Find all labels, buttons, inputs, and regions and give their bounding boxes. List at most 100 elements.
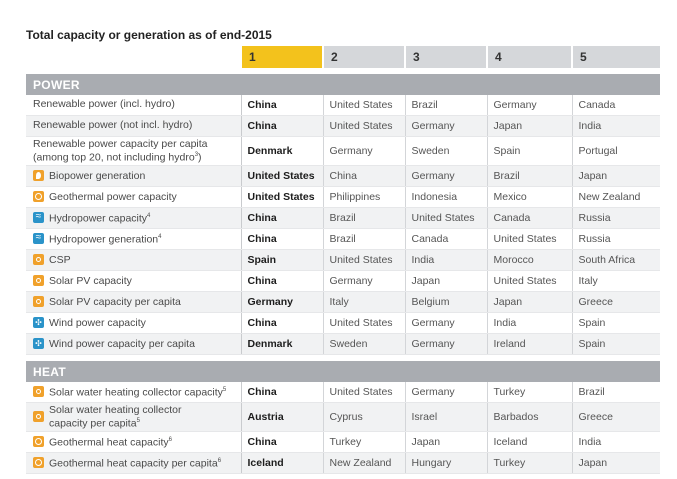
footnote-marker: 6 [168, 437, 172, 444]
section-header-power: POWER [26, 74, 660, 95]
row-label-cell: Renewable power capacity per capita (amon… [26, 136, 241, 166]
rank-1-country: United States [240, 186, 323, 208]
row-label-text-group: Renewable power (incl. hydro) [33, 99, 175, 110]
row-label-text-group: Renewable power (not incl. hydro) [33, 120, 192, 131]
row-label-cell: Renewable power (incl. hydro) [26, 95, 241, 116]
table-row: Solar PV capacity per capita Germany Italy… [26, 291, 660, 313]
rank-2-country: Germany [322, 270, 405, 292]
sun-icon [33, 385, 44, 397]
rank-1-country: Denmark [240, 136, 323, 166]
rank-1-country: Iceland [240, 452, 323, 474]
table-row: Geothermal heat capacity6 China Turkey Japa… [26, 431, 660, 453]
rank-4-country: Canada [486, 207, 572, 229]
rank-3-country: Japan [404, 270, 487, 292]
row-label: Biopower generation [49, 169, 146, 182]
rank-3-country: United States [404, 207, 487, 229]
row-label-cell: Solar water heating collector capacity5 [26, 382, 241, 403]
rank-1-country: China [240, 207, 323, 229]
row-label-text-group: Solar water heating collector capacity pe… [49, 403, 182, 430]
row-label-text-group: Geothermal heat capacity6 [49, 435, 172, 449]
rank-5-country: Japan [571, 452, 660, 474]
rank-header-5: 5 [571, 46, 660, 68]
rank-5-country: Brazil [571, 382, 660, 403]
rank-3-country: India [404, 249, 487, 271]
rank-5-country: Italy [571, 270, 660, 292]
rank-2-country: Philippines [322, 186, 405, 208]
rank-3-country: Germany [404, 312, 487, 334]
row-label: Hydropower capacity [49, 212, 148, 225]
rank-2-country: United States [322, 312, 405, 334]
table-row: Renewable power (incl. hydro) China United… [26, 95, 660, 116]
rank-3-country: Germany [404, 333, 487, 355]
rank-header-1: 1 [240, 46, 323, 68]
table-row: Hydropower generation4 ChinaBrazilCanadaU… [26, 228, 660, 250]
rank-2-country: Turkey [322, 431, 405, 453]
geothermal-icon [33, 456, 44, 468]
row-label-tail: ) [198, 151, 202, 164]
rank-1-country: United States [240, 165, 323, 187]
rank-4-country: Iceland [486, 431, 572, 453]
rank-5-country: Canada [571, 95, 660, 116]
rank-5-country: India [571, 115, 660, 137]
table-row: Solar water heating collector capacity pe… [26, 402, 660, 432]
row-label-text-group: CSP [49, 254, 71, 266]
rank-3-country: Sweden [404, 136, 487, 166]
rank-4-country: Japan [486, 115, 572, 137]
hydro-icon [33, 211, 44, 223]
footnote-marker: 4 [158, 234, 162, 241]
sun-icon [33, 254, 44, 265]
row-label-text-group: Wind power capacity [49, 317, 146, 329]
rank-3-country: Germany [404, 165, 487, 187]
row-label: Solar water heating collector [49, 403, 182, 416]
table-row: Solar PV capacity China Germany Japan United… [26, 270, 660, 292]
rank-5-country: Spain [571, 333, 660, 355]
rank-3-country: Indonesia [404, 186, 487, 208]
row-label: Renewable power (incl. hydro) [33, 98, 175, 111]
rank-5-country: Russia [571, 228, 660, 250]
row-label-cell: Geothermal heat capacity per capita6 [26, 452, 241, 474]
leaf-icon [33, 170, 44, 181]
row-label-cell: Solar PV capacity [26, 270, 241, 292]
row-label: Hydropower generation [49, 233, 159, 246]
rank-3-country: Canada [404, 228, 487, 250]
row-label-text-group: Biopower generation [49, 169, 146, 182]
row-label-text-group: Hydropower generation4 [49, 232, 162, 246]
rank-4-country: Mexico [486, 186, 572, 208]
wind-icon [33, 338, 44, 349]
rank-2-country: Germany [322, 136, 405, 166]
row-label-line2: (among top 20, not including hydro [33, 151, 195, 164]
sun-icon [33, 410, 44, 422]
row-label-text-group: Geothermal heat capacity per capita6 [49, 456, 221, 470]
rank-4-country: Germany [486, 95, 572, 116]
rank-4-country: Barbados [486, 402, 572, 432]
row-label: Solar water heating collector capacity [49, 386, 223, 399]
table-title: Total capacity or generation as of end-2… [26, 28, 272, 42]
rank-4-country: Spain [486, 136, 572, 166]
row-label-text-group: Geothermal power capacity [49, 191, 177, 203]
rank-3-country: Germany [404, 115, 487, 137]
footnote-marker: 5 [222, 387, 227, 394]
rank-4-country: Turkey [486, 452, 572, 474]
row-label-cell: Geothermal power capacity [26, 186, 241, 208]
header-blank-cell [26, 46, 241, 68]
rank-5-country: Greece [571, 291, 660, 313]
row-label-cell: Geothermal heat capacity6 [26, 431, 241, 453]
row-label: Solar PV capacity per capita [49, 295, 181, 308]
rank-2-country: New Zealand [322, 452, 405, 474]
hydro-icon [33, 232, 44, 244]
rank-1-country: China [240, 95, 323, 116]
row-label: Wind power capacity per capita [49, 337, 195, 350]
row-label-line2: capacity per capita [49, 417, 137, 430]
geothermal-icon [33, 435, 44, 447]
row-label-cell: Hydropower capacity4 [26, 207, 241, 229]
rank-2-country: Brazil [322, 228, 405, 250]
rank-1-country: China [240, 228, 323, 250]
table-row: Renewable power (not incl. hydro) China Un… [26, 115, 660, 137]
rank-5-country: Portugal [571, 136, 660, 166]
rank-3-country: Belgium [404, 291, 487, 313]
rank-4-country: Brazil [486, 165, 572, 187]
rank-3-country: Japan [404, 431, 487, 453]
row-label-cell: Solar PV capacity per capita [26, 291, 241, 313]
rank-4-country: United States [486, 270, 572, 292]
